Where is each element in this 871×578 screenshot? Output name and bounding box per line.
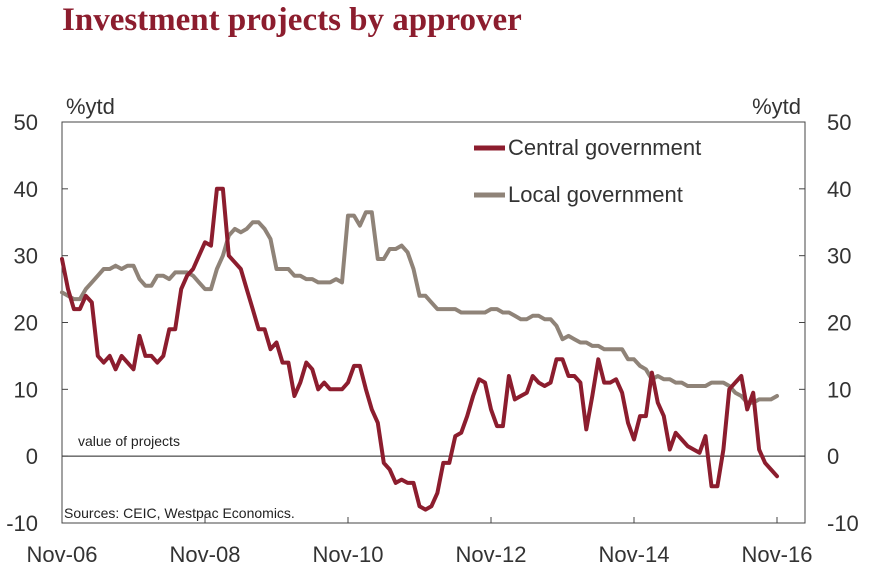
y-tick-label-right: 50 xyxy=(827,110,851,135)
chart-title: Investment projects by approver xyxy=(62,2,522,38)
legend: Central government Local government xyxy=(474,135,701,207)
source-note: Sources: CEIC, Westpac Economics. xyxy=(64,505,295,521)
x-tick-label: Nov-16 xyxy=(742,542,813,567)
y-tick-label-left: 0 xyxy=(26,444,38,469)
y-tick-label-left: 30 xyxy=(14,244,38,269)
x-tick-label: Nov-08 xyxy=(170,542,241,567)
y-tick-label-right: 20 xyxy=(827,311,851,336)
x-tick-label: Nov-14 xyxy=(599,542,670,567)
y-tick-label-right: 0 xyxy=(827,444,839,469)
y-tick-label-left: -10 xyxy=(6,511,38,536)
y-tick-label-left: 50 xyxy=(14,110,38,135)
legend-label-central: Central government xyxy=(508,135,701,160)
y-unit-right: %ytd xyxy=(752,94,801,119)
plot-frame xyxy=(61,121,806,524)
y-unit-left: %ytd xyxy=(66,94,115,119)
local-government-line xyxy=(60,210,779,405)
legend-label-local: Local government xyxy=(508,182,683,207)
x-tick-label: Nov-06 xyxy=(27,542,98,567)
y-tick-label-right: -10 xyxy=(827,511,859,536)
y-tick-label-left: 20 xyxy=(14,311,38,336)
x-tick-label: Nov-10 xyxy=(313,542,384,567)
zero-line-label: value of projects xyxy=(78,433,180,449)
x-tick-label: Nov-12 xyxy=(456,542,527,567)
y-tick-label-right: 30 xyxy=(827,244,851,269)
y-tick-label-right: 10 xyxy=(827,377,851,402)
y-tick-label-left: 40 xyxy=(14,177,38,202)
y-tick-label-left: 10 xyxy=(14,377,38,402)
y-tick-label-right: 40 xyxy=(827,177,851,202)
central-government-line xyxy=(60,186,779,512)
